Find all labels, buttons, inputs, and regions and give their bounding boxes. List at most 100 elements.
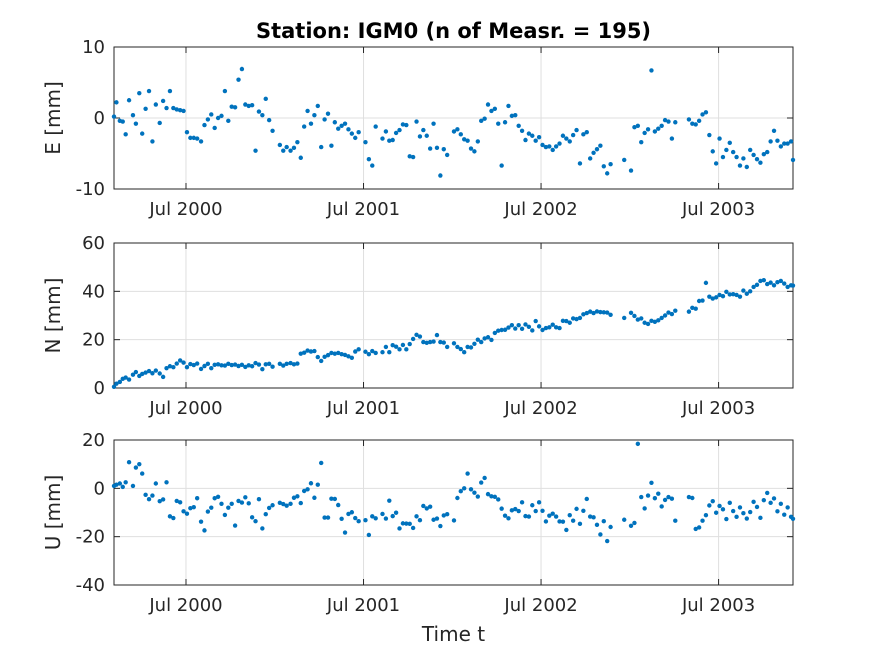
east-data-point bbox=[393, 130, 399, 136]
up-data-point bbox=[462, 486, 467, 491]
north-data-point bbox=[332, 351, 338, 356]
east-data-point bbox=[567, 139, 572, 144]
north-data-point bbox=[438, 339, 443, 345]
north-data-point bbox=[717, 292, 722, 298]
north-data-point bbox=[284, 361, 289, 367]
up-data-point bbox=[243, 495, 248, 500]
north-data-point bbox=[441, 340, 446, 345]
up-data-point bbox=[479, 480, 484, 485]
east-data-point bbox=[421, 127, 426, 133]
east-data-point bbox=[645, 127, 651, 132]
north-data-point bbox=[188, 361, 193, 367]
up-data-point bbox=[263, 511, 268, 517]
east-data-point bbox=[126, 98, 132, 103]
up-data-point bbox=[181, 509, 186, 514]
up-data-point bbox=[339, 516, 344, 521]
north-data-point bbox=[570, 316, 576, 321]
north-data-point bbox=[758, 278, 763, 284]
up-data-point bbox=[390, 513, 395, 519]
north-data-point bbox=[775, 279, 780, 285]
north-data-point bbox=[550, 322, 555, 327]
east-data-point bbox=[608, 161, 613, 167]
north-data-point bbox=[143, 370, 148, 375]
north-data-point bbox=[560, 318, 566, 324]
up-data-point bbox=[492, 494, 498, 499]
north-data-point bbox=[761, 278, 767, 283]
north-data-point bbox=[209, 365, 214, 371]
east-data-point bbox=[140, 131, 145, 136]
north-data-point bbox=[533, 318, 538, 324]
north-data-point bbox=[191, 362, 196, 368]
east-data-point bbox=[604, 171, 610, 176]
east-data-point bbox=[519, 128, 525, 133]
up-data-point bbox=[222, 512, 228, 518]
up-data-point bbox=[305, 487, 310, 492]
up-data-point bbox=[557, 519, 562, 524]
east-data-point bbox=[177, 107, 183, 113]
north-data-point bbox=[281, 363, 286, 368]
north-data-point bbox=[427, 339, 433, 345]
east-data-point bbox=[270, 128, 275, 133]
north-data-point bbox=[768, 280, 773, 285]
up-data-point bbox=[741, 511, 746, 516]
north-data-point bbox=[336, 350, 341, 356]
east-data-point bbox=[761, 152, 767, 157]
north-data-point bbox=[167, 364, 173, 369]
up-data-point bbox=[489, 494, 494, 499]
up-data-point bbox=[642, 506, 647, 511]
up-data-point bbox=[751, 499, 756, 505]
up-data-point bbox=[266, 505, 272, 511]
up-data-point bbox=[553, 514, 559, 519]
east-data-point bbox=[666, 119, 671, 124]
up-data-point bbox=[604, 538, 610, 544]
up-data-point bbox=[700, 518, 705, 523]
north-data-point bbox=[202, 363, 207, 369]
up-data-point bbox=[373, 516, 378, 521]
up-data-point bbox=[380, 511, 385, 517]
up-data-point bbox=[308, 481, 314, 486]
east-data-point bbox=[700, 112, 705, 117]
east-data-point bbox=[713, 161, 719, 166]
north-data-point bbox=[404, 347, 409, 352]
east-data-point bbox=[639, 139, 644, 145]
east-data-point bbox=[628, 168, 634, 173]
east-data-point bbox=[458, 132, 463, 137]
north-data-point bbox=[226, 361, 231, 367]
up-data-point bbox=[649, 480, 654, 485]
north-data-point bbox=[194, 361, 200, 366]
north-data-point bbox=[656, 318, 661, 323]
up-data-point bbox=[198, 519, 204, 524]
north-data-point bbox=[574, 316, 579, 322]
north-data-point bbox=[393, 344, 399, 349]
up-data-point bbox=[472, 490, 477, 495]
north-data-point bbox=[666, 310, 671, 315]
up-data-point bbox=[785, 505, 790, 510]
up-data-point bbox=[174, 498, 179, 504]
up-data-point bbox=[212, 496, 217, 501]
north-y-tick-label: 40 bbox=[82, 281, 105, 302]
north-data-point bbox=[710, 296, 715, 301]
north-data-point bbox=[407, 341, 412, 347]
east-data-point bbox=[301, 124, 307, 129]
east-data-point bbox=[184, 130, 190, 135]
up-data-point bbox=[754, 504, 760, 510]
east-data-point bbox=[601, 164, 606, 169]
north-data-point bbox=[390, 343, 395, 348]
up-data-point bbox=[370, 514, 375, 519]
north-data-point bbox=[479, 339, 484, 345]
east-x-tick-label: Jul 2002 bbox=[503, 199, 577, 220]
east-data-point bbox=[277, 142, 283, 148]
north-data-point bbox=[693, 306, 698, 311]
up-data-point bbox=[232, 523, 238, 528]
north-data-point bbox=[366, 351, 372, 357]
east-data-point bbox=[246, 103, 251, 109]
east-data-point bbox=[191, 135, 196, 141]
north-data-point bbox=[291, 362, 297, 367]
east-data-point bbox=[737, 163, 743, 168]
east-data-point bbox=[305, 108, 310, 114]
north-data-point bbox=[622, 315, 627, 321]
up-data-point bbox=[581, 508, 586, 514]
up-data-point bbox=[690, 495, 695, 501]
up-data-point bbox=[288, 501, 293, 506]
east-data-point bbox=[775, 138, 780, 143]
